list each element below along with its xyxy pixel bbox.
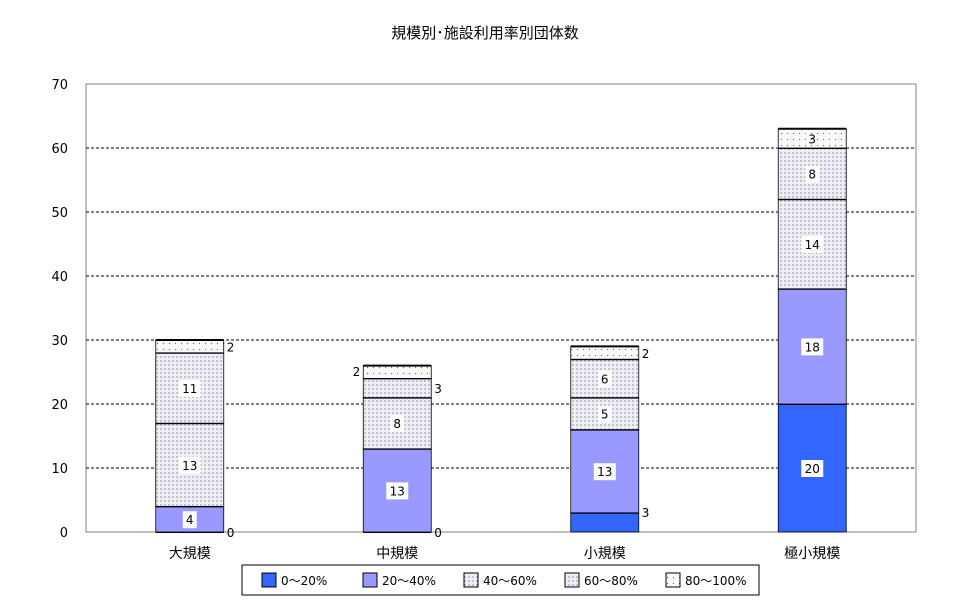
y-tick-label: 50 [51, 206, 68, 221]
y-tick-label: 40 [51, 270, 68, 285]
legend-label: 80～100% [685, 574, 747, 588]
data-label: 18 [805, 340, 820, 354]
y-tick-label: 20 [51, 398, 68, 413]
data-label-bg [178, 380, 201, 397]
legend-label: 60～80% [584, 574, 638, 588]
legend-label: 40～60% [483, 574, 537, 588]
data-label-bg [801, 236, 824, 253]
data-label: 0 [434, 526, 442, 540]
legend-swatch [362, 572, 378, 588]
data-label-bg [182, 511, 197, 529]
y-tick-label: 0 [60, 526, 68, 541]
data-label: 20 [805, 462, 820, 476]
bar-segment [155, 339, 225, 354]
x-tick-label: 小規模 [584, 546, 626, 562]
x-tick-label: 中規模 [376, 546, 418, 562]
legend: 0～20% 20～40% 40～60% 60～80% 80～100% [241, 564, 760, 596]
x-axis-labels: 大規模 中規模 小規模 極小規模 [169, 546, 841, 562]
legend-swatch [261, 572, 277, 588]
x-tick-label: 大規模 [169, 546, 211, 562]
data-label: 2 [353, 365, 361, 379]
data-label: 4 [186, 513, 194, 527]
data-label: 2 [642, 347, 650, 361]
bar-segment [570, 345, 640, 360]
data-label: 13 [182, 459, 197, 473]
data-label: 11 [182, 382, 197, 396]
data-label: 13 [597, 465, 612, 479]
data-label-bg [386, 482, 409, 500]
y-tick-label: 30 [51, 334, 68, 349]
y-tick-label: 10 [51, 462, 68, 477]
data-label-bg [801, 460, 824, 477]
legend-swatch [665, 572, 681, 588]
bar-segment [362, 365, 432, 379]
data-label-bg [597, 405, 612, 423]
x-tick-label: 極小規模 [784, 546, 840, 562]
y-tick-label: 70 [51, 78, 68, 93]
data-label: 0 [227, 526, 235, 540]
data-label: 5 [601, 408, 609, 422]
data-label: 13 [390, 484, 405, 498]
data-label-bg [597, 370, 612, 388]
data-label: 2 [227, 340, 235, 354]
data-label: 3 [642, 506, 650, 520]
data-label-bg [801, 338, 824, 356]
data-label: 8 [393, 417, 401, 431]
bar-segment [362, 377, 432, 398]
data-label-bg [593, 463, 616, 481]
data-label: 14 [805, 238, 820, 252]
plot-area [85, 83, 917, 533]
chart-title: 規模別･施設利用率別団体数 [391, 24, 579, 42]
data-label: 8 [808, 168, 816, 182]
data-label: 3 [434, 382, 442, 396]
bar-segment [570, 512, 640, 533]
data-label-bg [178, 456, 201, 474]
y-axis-ticks: 0 10 20 30 40 50 60 70 [51, 78, 68, 541]
data-label: 3 [808, 132, 816, 146]
data-label: 6 [601, 372, 609, 386]
y-tick-label: 60 [51, 142, 68, 157]
legend-swatch [564, 572, 580, 588]
legend-label: 0～20% [281, 574, 327, 588]
data-label-bg [805, 165, 820, 183]
data-label-bg [390, 415, 405, 433]
legend-swatch [463, 572, 479, 588]
legend-label: 20～40% [382, 574, 436, 588]
grid-lines [86, 147, 916, 469]
